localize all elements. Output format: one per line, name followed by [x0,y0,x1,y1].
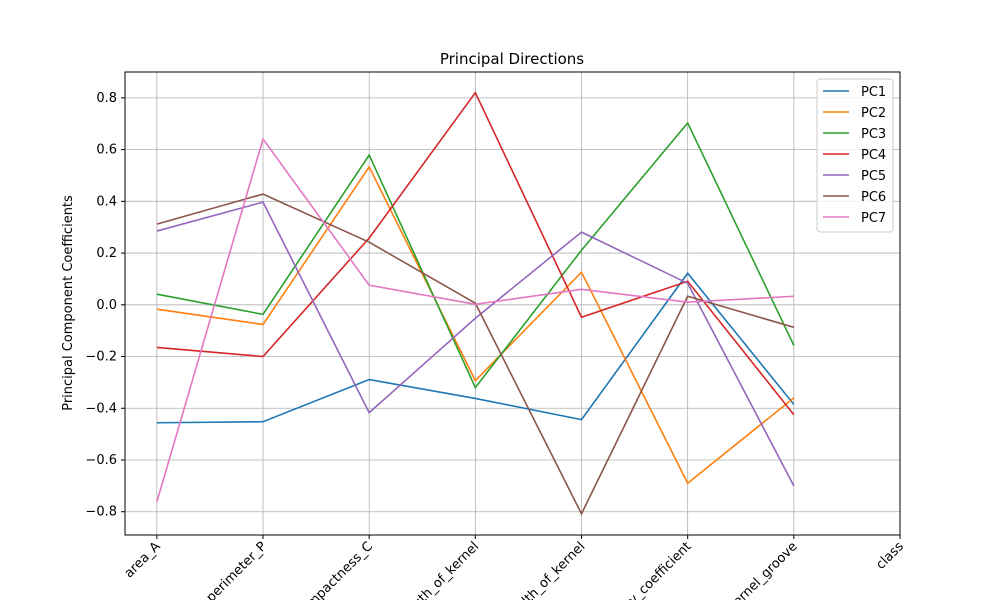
y-tick-label: −0.4 [85,401,117,416]
legend-label: PC4 [861,148,886,163]
x-tick-group: class [873,539,907,573]
legend-label: PC7 [861,211,886,226]
series-line [156,137,794,503]
x-tick-group: compactness_C [294,539,376,604]
y-tick-label: 0.0 [96,298,117,313]
y-tick-label: 0.2 [96,246,117,261]
x-tick-group: length_of_kernel_groove [678,539,801,604]
y-tick-label: 0.6 [96,143,117,158]
legend-label: PC5 [861,169,886,184]
y-tick-label: −0.6 [85,453,117,468]
legend-label: PC3 [861,127,886,142]
x-tick-label: length_of_kernel_groove [678,539,801,600]
series-line [156,91,795,416]
x-tick-group: length_of_kernel [396,539,482,604]
legend-box [816,78,894,233]
legend-label: PC6 [861,190,886,205]
axes-frame [124,71,901,536]
series-line [156,201,795,487]
x-tick-label: class [873,539,907,573]
y-axis-label: Principal Component Coefficients [61,195,76,411]
x-tick-label: length_of_kernel [396,539,482,600]
x-tick-group: area_A [122,539,164,581]
series-line [156,271,795,424]
x-tick-group: width_of_kernel [506,539,588,604]
chart-title: Principal Directions [440,50,584,68]
y-tick-label: 0.8 [96,91,117,106]
legend-label: PC1 [861,85,886,100]
series-line [156,193,795,516]
x-tick-label: area_A [122,539,164,581]
x-tick-label: asymmetry_coefficient [579,539,694,600]
x-tick-label: compactness_C [294,539,376,600]
x-tick-group: asymmetry_coefficient [579,539,694,604]
y-tick-label: 0.4 [96,194,117,209]
series-line [156,121,795,390]
x-tick-label: width_of_kernel [506,539,588,600]
y-tick-label: −0.8 [85,505,117,520]
legend-label: PC2 [861,106,886,121]
x-tick-label: perimeter_P [204,539,270,600]
y-tick-label: −0.2 [85,350,117,365]
series-line [156,165,795,485]
x-tick-group: perimeter_P [204,539,270,604]
